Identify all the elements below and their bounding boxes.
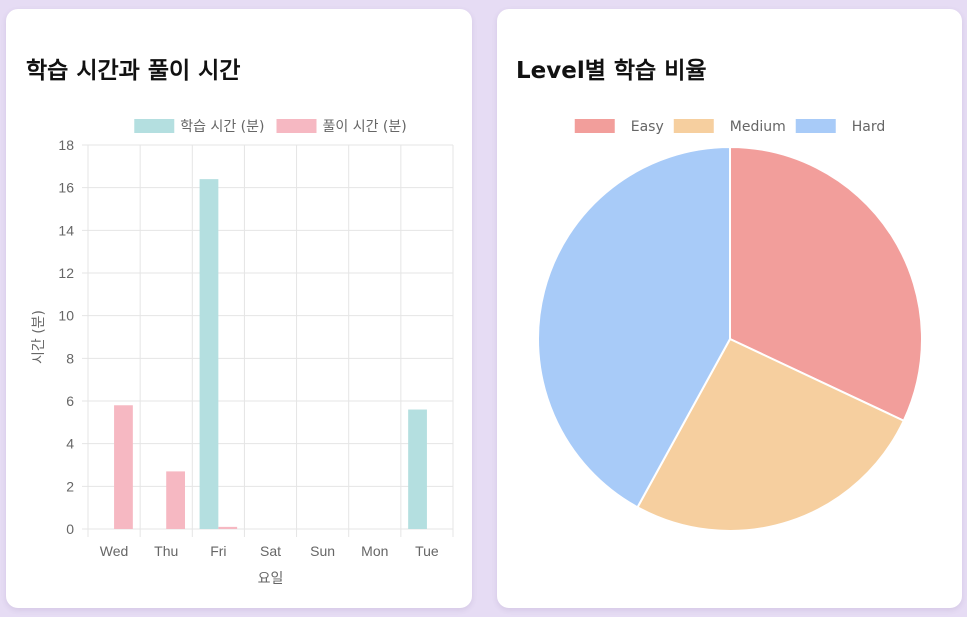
- legend-label-easy: Easy: [631, 119, 664, 135]
- x-tick-label: Sat: [260, 543, 281, 559]
- y-tick-label: 12: [58, 265, 74, 281]
- legend-swatch-medium: [673, 119, 714, 133]
- x-tick-label: Thu: [154, 543, 178, 559]
- pie-slice-easy: [729, 146, 923, 422]
- bar-chart: 0 2 4 6 8 10 12 14 16 18 Wed Thu Fri Sat Sun Mon Tue 요일 시간…: [31, 119, 454, 587]
- pie-chart-card: Level별 학습 비율 Easy Medium Hard: [497, 9, 962, 608]
- y-tick-label: 6: [66, 393, 74, 409]
- legend-swatch-series-0: [134, 119, 175, 133]
- legend-swatch-easy: [574, 119, 615, 133]
- pie-slice-hard: [537, 146, 731, 509]
- y-tick-label: 4: [66, 436, 74, 452]
- x-axis-title: 요일: [258, 571, 284, 587]
- y-axis-title: 시간 (분): [31, 310, 47, 364]
- bar-fri-series-0: [199, 179, 219, 529]
- pie-chart-title: Level별 학습 비율: [516, 58, 707, 84]
- legend-label-series-1: 풀이 시간 (분): [323, 119, 407, 135]
- y-tick-label: 8: [66, 350, 74, 366]
- pie-chart: Easy Medium Hard: [537, 119, 923, 532]
- x-tick-label: Fri: [210, 543, 226, 559]
- bar-chart-card: 학습 시간과 풀이 시간 0 2 4 6 8 10 12 14 16 18 Wed Thu Fri Sat…: [6, 9, 472, 608]
- bar-chart-title: 학습 시간과 풀이 시간: [26, 58, 241, 84]
- y-tick-label: 14: [58, 222, 74, 238]
- legend-swatch-series-1: [276, 119, 317, 133]
- y-tick-label: 16: [58, 180, 74, 196]
- legend-swatch-hard: [795, 119, 836, 133]
- x-tick-label: Mon: [361, 543, 388, 559]
- y-tick-label: 18: [58, 137, 74, 153]
- bar-wed-series-1: [114, 405, 133, 529]
- x-tick-label: Tue: [415, 543, 439, 559]
- legend-label-series-0: 학습 시간 (분): [180, 119, 264, 135]
- bar-tue-series-0: [408, 409, 427, 529]
- legend-label-hard: Hard: [852, 119, 886, 135]
- y-tick-label: 0: [66, 521, 74, 537]
- x-tick-label: Wed: [100, 543, 129, 559]
- x-tick-label: Sun: [310, 543, 335, 559]
- y-tick-label: 10: [58, 308, 74, 324]
- bar-thu-series-1: [166, 471, 185, 529]
- bar-fri-series-1: [218, 526, 238, 529]
- legend-label-medium: Medium: [730, 119, 786, 135]
- y-tick-label: 2: [66, 478, 74, 494]
